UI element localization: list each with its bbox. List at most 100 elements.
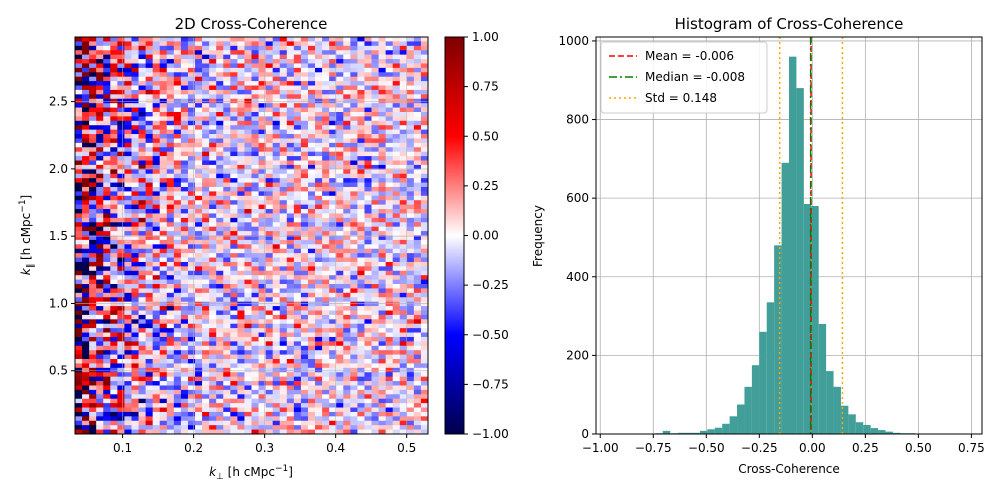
heatmap-cell	[420, 284, 429, 289]
heatmap-cell	[202, 253, 210, 258]
heatmap-cell	[307, 319, 316, 325]
heatmap-cell	[350, 257, 358, 263]
heatmap-cell	[392, 403, 401, 408]
heatmap-cell	[258, 85, 266, 91]
heatmap-cell	[293, 341, 302, 347]
heatmap-cell	[364, 372, 372, 377]
heatmap-cell	[237, 261, 245, 267]
heatmap-cell	[300, 244, 309, 250]
heatmap-cell	[413, 420, 422, 426]
heatmap-cell	[343, 111, 351, 117]
heatmap-cell	[378, 186, 386, 192]
heatmap-cell	[406, 363, 415, 369]
heatmap-cell	[159, 394, 168, 400]
heatmap-cell	[166, 94, 175, 100]
heatmap-cell	[159, 54, 168, 60]
heatmap-cell	[138, 147, 146, 153]
heatmap-cell	[223, 160, 231, 166]
heatmap-cell	[159, 226, 168, 232]
heatmap-cell	[202, 279, 210, 285]
heatmap-cell	[216, 403, 224, 408]
heatmap-cell	[329, 235, 337, 241]
heatmap-cell	[399, 67, 408, 73]
heatmap-cell	[173, 142, 182, 148]
heatmap-cell	[138, 389, 146, 395]
heatmap-cell	[223, 204, 231, 210]
heatmap-cell	[131, 310, 139, 316]
heatmap-cell	[385, 350, 394, 355]
heatmap-cell	[96, 63, 104, 69]
heatmap-cell	[336, 341, 344, 347]
heatmap-cell	[406, 50, 415, 55]
heatmap-cell	[392, 288, 401, 294]
heatmap-cell	[286, 420, 295, 426]
heatmap-cell	[110, 200, 118, 205]
heatmap-cell	[399, 332, 408, 338]
heatmap-cell	[230, 270, 238, 276]
heatmap-cell	[286, 425, 295, 430]
heatmap-cell	[117, 138, 125, 144]
heatmap-cell	[272, 226, 281, 232]
heatmap-cell	[258, 160, 266, 166]
heatmap-cell	[251, 270, 259, 276]
heatmap-cell	[187, 81, 196, 86]
heatmap-cell	[364, 125, 372, 130]
heatmap-cell	[251, 310, 259, 316]
heatmap-cell	[202, 350, 210, 355]
heatmap-cell	[110, 328, 118, 333]
heatmap-cell	[209, 204, 217, 210]
heatmap-cell	[265, 292, 274, 298]
heatmap-cell	[180, 226, 189, 232]
heatmap-cell	[96, 195, 104, 201]
heatmap-cell	[307, 103, 316, 108]
heatmap-cell	[187, 244, 196, 250]
histogram-x-tick-label: 0.50	[905, 441, 932, 455]
histogram-bar	[737, 404, 745, 434]
heatmap-cell	[110, 367, 118, 373]
heatmap-cell	[286, 217, 295, 223]
heatmap-cell	[315, 81, 323, 86]
heatmap-cell	[300, 407, 309, 413]
heatmap-cell	[350, 420, 358, 426]
heatmap-cell	[195, 191, 203, 197]
heatmap-cell	[138, 129, 146, 135]
heatmap-cell	[350, 72, 358, 78]
heatmap-cell	[195, 345, 203, 351]
heatmap-cell	[180, 116, 189, 122]
heatmap-cell	[187, 429, 196, 435]
heatmap-cell	[230, 385, 238, 391]
heatmap-cell	[89, 67, 97, 73]
heatmap-cell	[138, 261, 146, 267]
heatmap-cell	[251, 89, 259, 95]
heatmap-cell	[82, 231, 90, 236]
heatmap-cell	[336, 407, 344, 413]
heatmap-cell	[315, 407, 323, 413]
heatmap-cell	[293, 244, 302, 250]
heatmap-cell	[138, 314, 146, 320]
heatmap-cell	[385, 306, 394, 311]
heatmap-cell	[307, 341, 316, 347]
heatmap-cell	[103, 372, 111, 377]
heatmap-cell	[145, 411, 154, 417]
heatmap-cell	[223, 354, 231, 360]
heatmap-cell	[89, 288, 97, 294]
heatmap-cell	[96, 407, 104, 413]
heatmap-cell	[364, 411, 372, 417]
heatmap-cell	[145, 178, 154, 183]
heatmap-cell	[145, 191, 154, 197]
heatmap-cell	[279, 138, 288, 144]
heatmap-cell	[223, 328, 231, 333]
heatmap-cell	[159, 363, 168, 369]
heatmap-cell	[272, 429, 281, 435]
heatmap-cell	[138, 173, 146, 179]
heatmap-cell	[413, 138, 422, 144]
colorbar-tick-label: 0.00	[472, 229, 499, 243]
heatmap-cell	[385, 200, 394, 205]
heatmap-cell	[237, 173, 245, 179]
heatmap-cell	[124, 107, 132, 113]
heatmap-cell	[216, 63, 224, 69]
heatmap-cell	[159, 151, 168, 157]
heatmap-cell	[216, 292, 224, 298]
heatmap-cell	[237, 164, 245, 170]
heatmap-cell	[96, 151, 104, 157]
